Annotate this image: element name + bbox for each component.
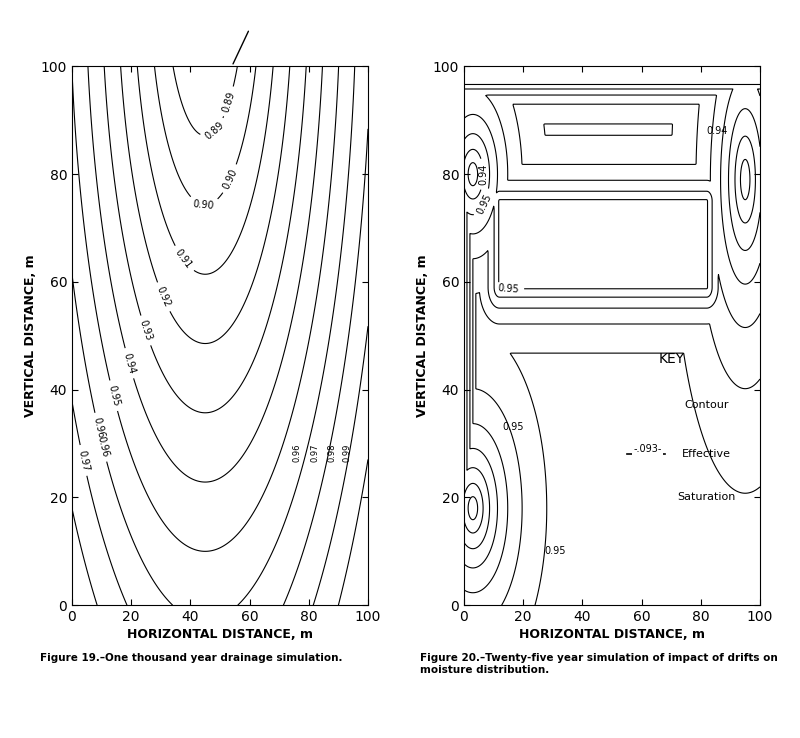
Text: 0.97: 0.97 xyxy=(76,449,90,472)
Text: 0.93: 0.93 xyxy=(138,319,154,342)
Text: 0.99: 0.99 xyxy=(342,444,352,462)
Text: 0.96: 0.96 xyxy=(91,416,106,440)
Text: Saturation: Saturation xyxy=(678,492,736,503)
Text: 0.95: 0.95 xyxy=(106,384,121,407)
Text: KEY: KEY xyxy=(658,352,684,366)
Text: 0.96: 0.96 xyxy=(95,435,110,458)
Text: 0.89: 0.89 xyxy=(203,120,226,142)
Text: 0.94: 0.94 xyxy=(122,351,137,375)
Text: 0.95: 0.95 xyxy=(502,422,524,432)
Text: Figure 20.–Twenty-five year simulation of impact of drifts on
moisture distribut: Figure 20.–Twenty-five year simulation o… xyxy=(420,653,778,675)
Text: Figure 19.–One thousand year drainage simulation.: Figure 19.–One thousand year drainage si… xyxy=(40,653,342,663)
Text: 0.89: 0.89 xyxy=(221,90,237,114)
X-axis label: HORIZONTAL DISTANCE, m: HORIZONTAL DISTANCE, m xyxy=(519,628,705,641)
Text: 0.95: 0.95 xyxy=(544,546,566,556)
Text: Effective: Effective xyxy=(682,449,731,459)
Text: Contour: Contour xyxy=(685,401,729,410)
X-axis label: HORIZONTAL DISTANCE, m: HORIZONTAL DISTANCE, m xyxy=(127,628,313,641)
Text: -.093-: -.093- xyxy=(634,444,662,454)
Text: 0.95: 0.95 xyxy=(475,192,494,215)
Text: 0.94: 0.94 xyxy=(706,126,728,136)
Text: 0.94: 0.94 xyxy=(478,164,488,184)
Text: 0.90: 0.90 xyxy=(222,167,239,190)
Text: 0.91: 0.91 xyxy=(173,248,194,271)
Y-axis label: VERTICAL DISTANCE, m: VERTICAL DISTANCE, m xyxy=(23,255,37,417)
Text: 0.92: 0.92 xyxy=(154,285,172,309)
Text: 0.95: 0.95 xyxy=(498,283,519,294)
Text: 0.98: 0.98 xyxy=(328,444,337,462)
Text: 0.97: 0.97 xyxy=(310,444,319,462)
Text: 0.90: 0.90 xyxy=(193,199,215,211)
Y-axis label: VERTICAL DISTANCE, m: VERTICAL DISTANCE, m xyxy=(415,255,429,417)
Text: 0.96: 0.96 xyxy=(293,444,302,462)
